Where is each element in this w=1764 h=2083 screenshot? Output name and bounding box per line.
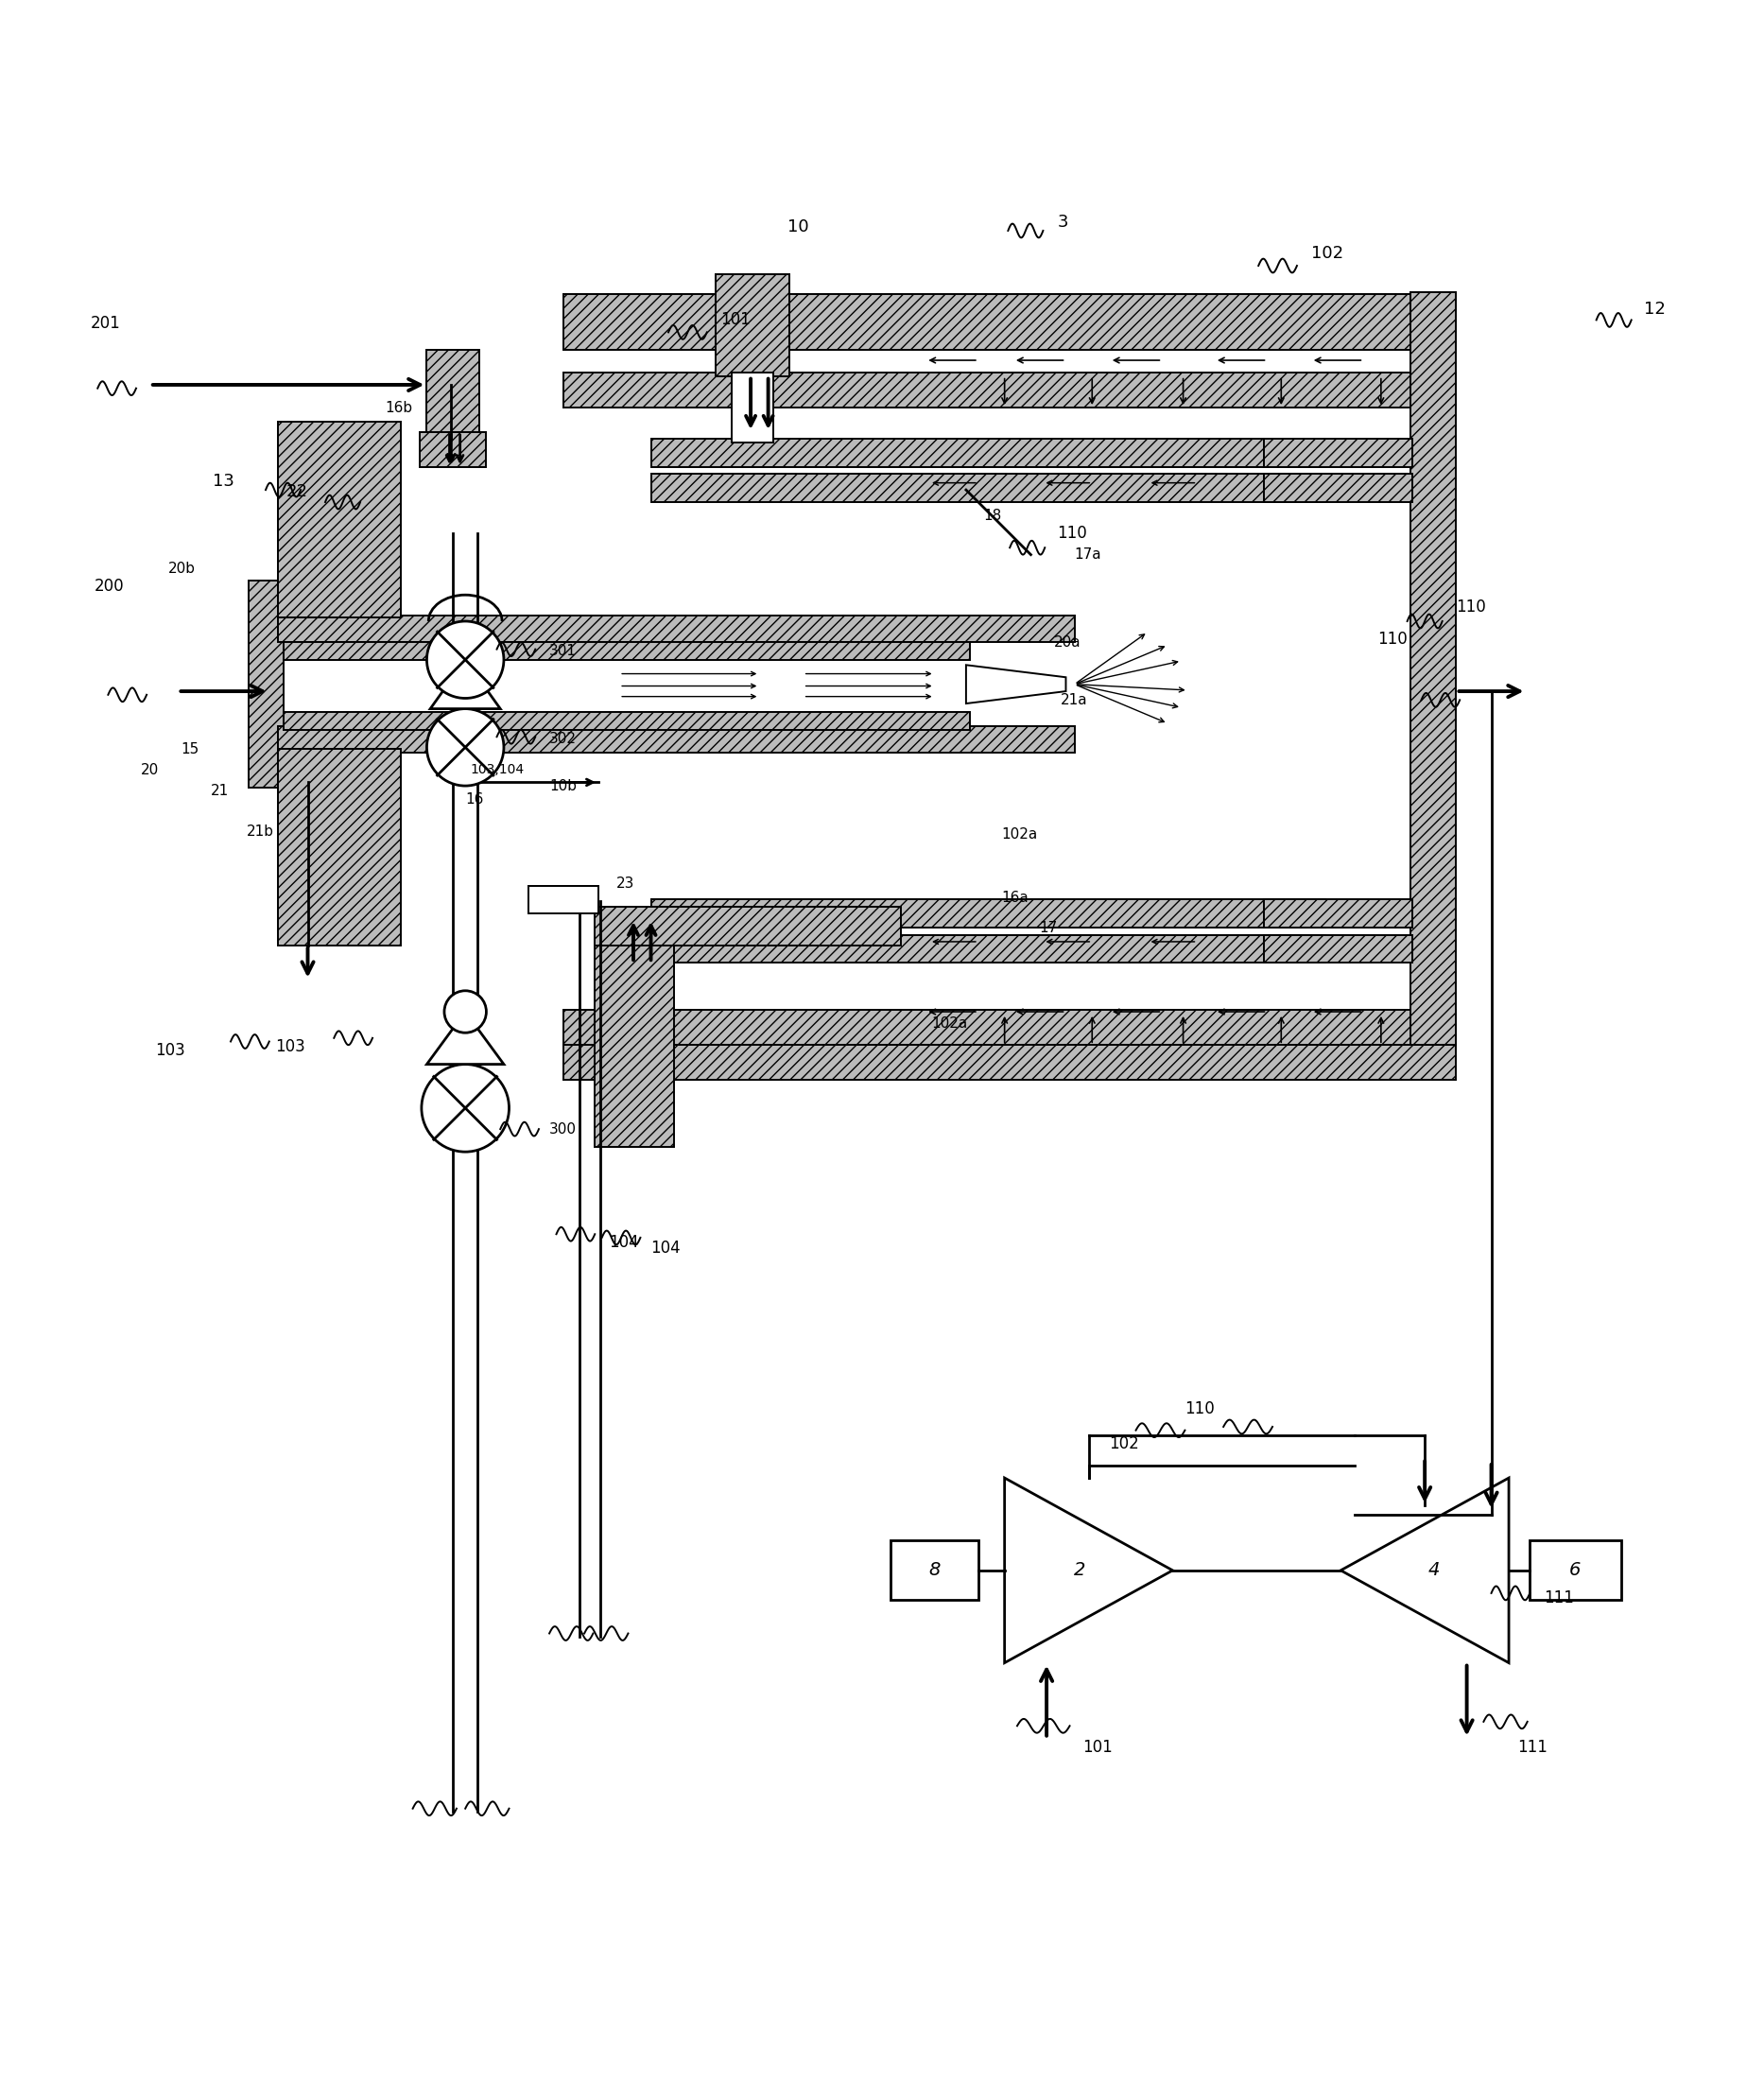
- Text: 4: 4: [1427, 1562, 1439, 1579]
- Text: 104: 104: [609, 1235, 639, 1252]
- Text: 301: 301: [549, 644, 577, 658]
- Text: 302: 302: [549, 731, 577, 746]
- Text: 300: 300: [549, 1123, 577, 1135]
- Polygon shape: [967, 664, 1065, 704]
- Text: 22: 22: [286, 483, 307, 500]
- Text: 103: 103: [155, 1042, 185, 1058]
- Bar: [594, 919, 674, 1146]
- Text: 8: 8: [928, 1562, 940, 1579]
- Bar: [427, 350, 480, 437]
- Text: 20: 20: [141, 762, 159, 777]
- Text: 102: 102: [1311, 246, 1342, 262]
- Polygon shape: [1341, 1479, 1508, 1662]
- Text: 2: 2: [1074, 1562, 1085, 1579]
- Text: 104: 104: [651, 1239, 681, 1256]
- Bar: [420, 431, 487, 467]
- Bar: [279, 617, 1074, 642]
- Text: 16a: 16a: [1000, 892, 1028, 904]
- Bar: [1263, 900, 1413, 927]
- Bar: [651, 440, 1325, 467]
- Bar: [284, 712, 970, 729]
- Text: 110: 110: [1057, 525, 1087, 542]
- Bar: [1411, 292, 1457, 1046]
- Bar: [563, 294, 1457, 350]
- Text: 102: 102: [1108, 1435, 1138, 1452]
- Text: 200: 200: [93, 577, 123, 594]
- Polygon shape: [430, 660, 501, 708]
- Text: 6: 6: [1570, 1562, 1581, 1579]
- Text: 21a: 21a: [1060, 694, 1088, 706]
- Bar: [891, 1541, 979, 1600]
- Circle shape: [427, 621, 505, 698]
- Bar: [651, 900, 1325, 927]
- Bar: [563, 1010, 1457, 1046]
- Text: 13: 13: [212, 473, 235, 490]
- Text: 102a: 102a: [931, 1017, 967, 1031]
- Circle shape: [427, 708, 505, 785]
- Bar: [563, 373, 1457, 408]
- Text: 110: 110: [1457, 598, 1487, 617]
- Text: 21: 21: [212, 783, 229, 798]
- Bar: [594, 906, 901, 946]
- Polygon shape: [1004, 1479, 1173, 1662]
- Bar: [284, 642, 970, 660]
- Text: 101: 101: [721, 312, 751, 329]
- Text: 23: 23: [616, 877, 635, 892]
- Text: 20b: 20b: [168, 562, 196, 575]
- Bar: [249, 581, 284, 787]
- Text: 16: 16: [466, 794, 483, 806]
- Bar: [279, 727, 1074, 752]
- Bar: [1263, 440, 1413, 467]
- Text: 111: 111: [1517, 1739, 1547, 1756]
- Text: 17a: 17a: [1074, 548, 1102, 562]
- Bar: [1529, 1541, 1621, 1600]
- Bar: [716, 275, 789, 377]
- Polygon shape: [427, 1012, 505, 1064]
- Text: 103,104: 103,104: [471, 764, 524, 777]
- Bar: [1263, 935, 1413, 962]
- Text: 110: 110: [1185, 1400, 1215, 1419]
- Text: 21b: 21b: [247, 825, 273, 839]
- Bar: [529, 885, 598, 914]
- Bar: [563, 1046, 1457, 1079]
- Text: 101: 101: [1083, 1739, 1113, 1756]
- Bar: [651, 935, 1325, 962]
- Circle shape: [422, 1064, 510, 1152]
- Text: 102a: 102a: [1000, 827, 1037, 842]
- Bar: [1263, 475, 1413, 502]
- Bar: [279, 750, 400, 946]
- Text: 110: 110: [1378, 631, 1408, 648]
- Text: 10: 10: [787, 219, 808, 235]
- Text: 10b: 10b: [549, 779, 577, 794]
- Circle shape: [445, 992, 487, 1033]
- Text: 103: 103: [275, 1037, 305, 1056]
- Bar: [732, 373, 773, 442]
- Text: 111: 111: [1544, 1589, 1573, 1606]
- Text: 15: 15: [182, 742, 199, 756]
- Text: 3: 3: [1057, 212, 1067, 231]
- Bar: [651, 475, 1325, 502]
- Text: 201: 201: [90, 315, 120, 331]
- Text: 16b: 16b: [385, 400, 413, 415]
- Text: 18: 18: [984, 508, 1002, 523]
- Bar: [279, 421, 400, 619]
- Bar: [529, 885, 598, 914]
- Text: 12: 12: [1644, 300, 1665, 319]
- Text: 17: 17: [1039, 921, 1058, 935]
- Text: 20a: 20a: [1053, 635, 1081, 650]
